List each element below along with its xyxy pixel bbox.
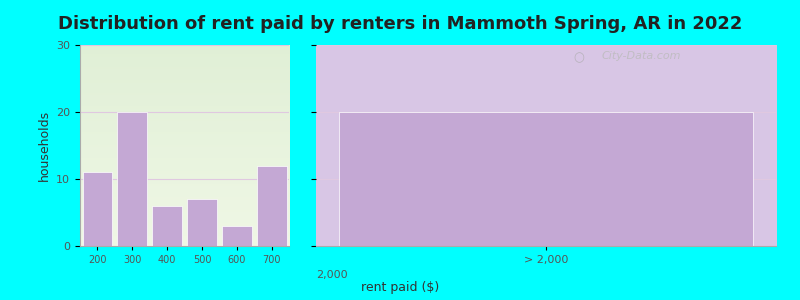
Bar (118, 112, 147, 246)
Text: 2,000: 2,000 (316, 270, 348, 280)
Bar (187, 199, 217, 246)
Text: Distribution of rent paid by renters in Mammoth Spring, AR in 2022: Distribution of rent paid by renters in … (58, 15, 742, 33)
Bar (222, 226, 252, 246)
Text: City-Data.com: City-Data.com (601, 51, 681, 61)
Bar (339, 112, 753, 246)
Bar (82, 172, 112, 246)
Text: rent paid ($): rent paid ($) (361, 281, 439, 294)
Text: ○: ○ (574, 51, 585, 64)
Bar (257, 166, 286, 246)
Y-axis label: households: households (38, 110, 50, 181)
Bar (152, 206, 182, 246)
